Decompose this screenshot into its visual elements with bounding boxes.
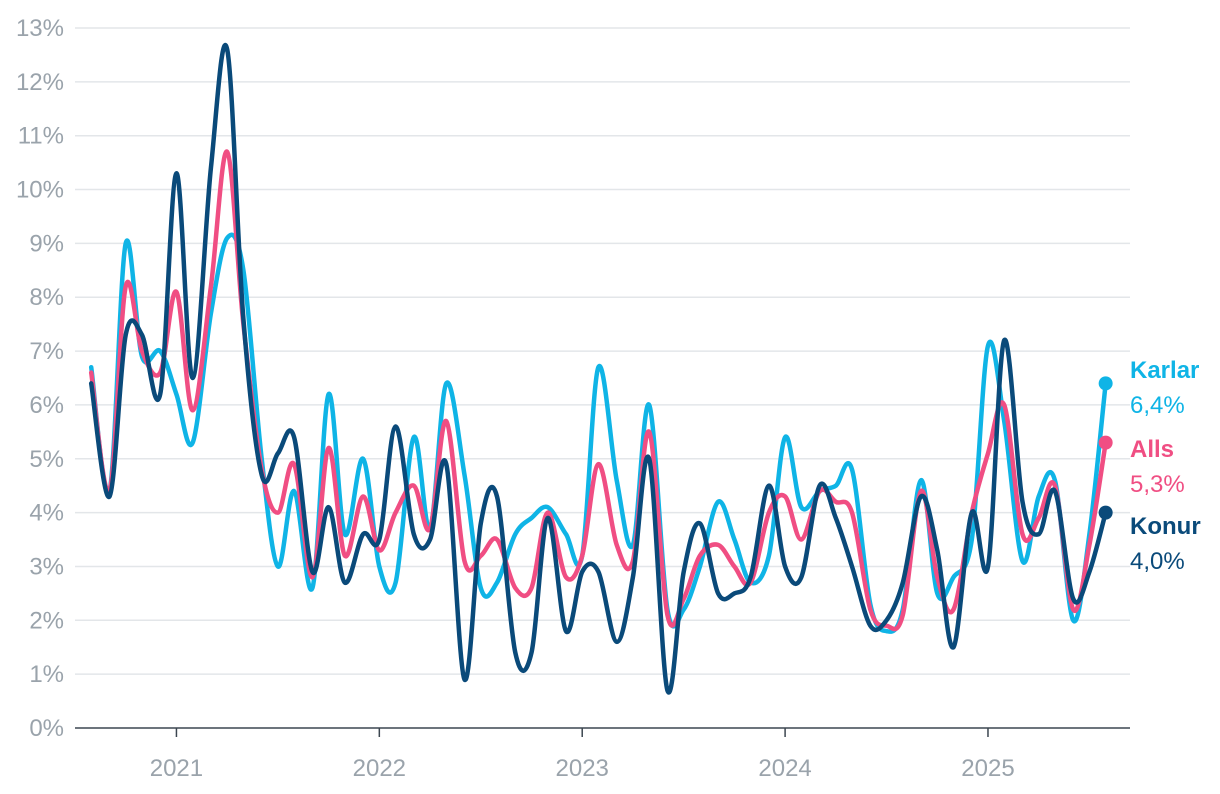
series-lines (88, 43, 1113, 695)
x-tick-label: 2024 (758, 755, 811, 782)
y-tick-label: 6% (29, 392, 64, 419)
x-axis: 2021 2022 2023 2024 2025 (75, 727, 1130, 782)
y-tick-label: 7% (29, 338, 64, 365)
end-labels: Karlar 6,4% Alls 5,3% Konur 4,0% (1130, 357, 1201, 575)
y-tick-label: 5% (29, 446, 64, 473)
end-label-name-karlar: Karlar (1130, 357, 1199, 384)
y-tick-label: 4% (29, 500, 64, 527)
end-label-name-alls: Alls (1130, 436, 1174, 463)
x-tick-label: 2022 (353, 755, 406, 782)
end-label-value-alls: 5,3% (1130, 471, 1185, 498)
x-tick-label: 2021 (150, 755, 203, 782)
series-line-konur (88, 43, 1108, 695)
series-line-karlar (88, 232, 1108, 634)
y-tick-label: 3% (29, 553, 64, 580)
x-tick-label: 2023 (556, 755, 609, 782)
y-tick-label: 10% (16, 177, 64, 204)
x-tick-label: 2025 (961, 755, 1014, 782)
end-label-value-konur: 4,0% (1130, 548, 1185, 575)
y-tick-label: 0% (29, 715, 64, 742)
end-label-value-karlar: 6,4% (1130, 392, 1185, 419)
series-line-alls (88, 149, 1108, 632)
y-axis-tick-labels: 0% 1% 2% 3% 4% 5% 6% 7% 8% 9% 10% 11% 12% 13% (16, 15, 64, 742)
end-point-karlar (1098, 376, 1113, 391)
y-tick-label: 11% (18, 123, 64, 150)
end-label-name-konur: Konur (1130, 513, 1201, 540)
y-tick-label: 13% (16, 15, 64, 42)
y-tick-label: 9% (29, 230, 64, 257)
y-tick-label: 1% (29, 661, 64, 688)
y-tick-label: 2% (29, 607, 64, 634)
y-tick-label: 8% (29, 284, 64, 311)
end-point-konur (1098, 505, 1113, 520)
end-point-alls (1098, 435, 1113, 450)
y-tick-label: 12% (16, 69, 64, 96)
